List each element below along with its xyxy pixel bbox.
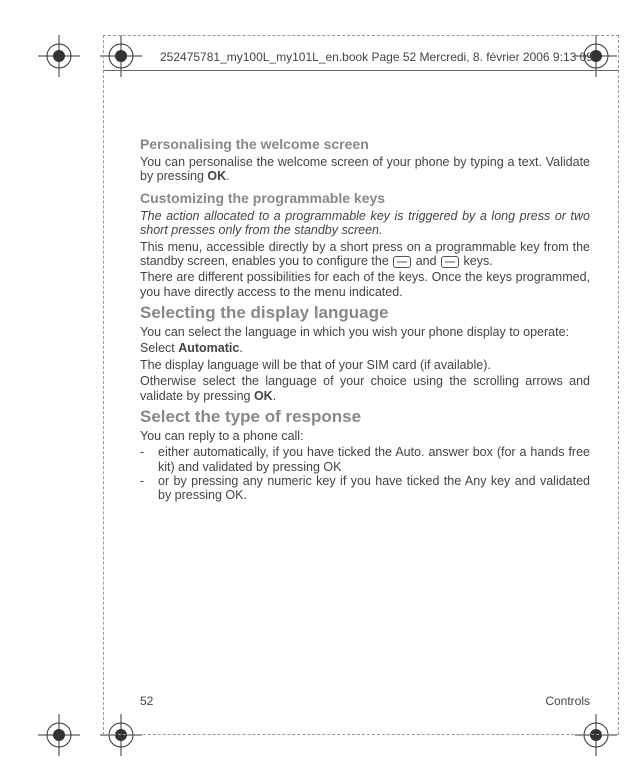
text: . — [239, 341, 242, 355]
ok-label: OK — [225, 488, 243, 502]
text-lang-intro: You can select the language in which you… — [140, 325, 590, 339]
any-key-label: Any key — [465, 474, 510, 488]
crop-mark-bl — [38, 714, 80, 756]
automatic-label: Automatic — [178, 341, 239, 355]
text: or by pressing any numeric key if you ha… — [158, 474, 465, 488]
text-response-intro: You can reply to a phone call: — [140, 429, 590, 443]
ok-label: OK — [254, 389, 273, 403]
text-possibilities: There are different possibilities for ea… — [140, 270, 590, 299]
list-item: - or by pressing any numeric key if you … — [140, 474, 590, 503]
text: The action allocated to a programmable k… — [140, 209, 590, 237]
text-lang-sim: The display language will be that of you… — [140, 358, 590, 372]
text: keys. — [460, 254, 493, 268]
text-lang-otherwise: Otherwise select the language of your ch… — [140, 374, 590, 403]
list-item: - either automatically, if you have tick… — [140, 445, 590, 474]
chapter-name: Controls — [545, 694, 590, 708]
text-programmable: This menu, accessible directly by a shor… — [140, 240, 590, 269]
softkey-icon — [393, 256, 411, 268]
bullet-dash: - — [140, 445, 158, 474]
text: either automatically, if you have ticked… — [158, 445, 395, 459]
heading-personalising: Personalising the welcome screen — [140, 136, 590, 152]
heading-language: Selecting the display language — [140, 303, 590, 323]
text: . — [273, 389, 276, 403]
ok-label: OK — [207, 169, 226, 183]
text: . — [226, 169, 229, 183]
crop-mark-tl — [38, 35, 80, 77]
page-footer: 52 Controls — [140, 694, 590, 708]
bullet-dash: - — [140, 474, 158, 503]
text-italic: The action allocated to a programmable k… — [140, 209, 590, 238]
text: Select — [140, 341, 178, 355]
text-lang-auto: Select Automatic. — [140, 341, 590, 355]
text: Otherwise select the language of your ch… — [140, 374, 590, 402]
text-personalising: You can personalise the welcome screen o… — [140, 155, 590, 184]
page-number: 52 — [140, 694, 153, 708]
text: and — [412, 254, 440, 268]
softkey-icon — [441, 256, 459, 268]
header-rule — [103, 70, 619, 71]
text: . — [243, 488, 246, 502]
header-slug: 252475781_my100L_my101L_en.book Page 52 … — [160, 50, 593, 64]
heading-response: Select the type of response — [140, 407, 590, 427]
text: This menu, accessible directly by a shor… — [140, 240, 590, 268]
auto-answer-label: Auto. answer — [395, 445, 468, 459]
ok-label: OK — [323, 460, 341, 474]
heading-customizing: Customizing the programmable keys — [140, 190, 590, 206]
page-content: Personalising the welcome screen You can… — [140, 130, 590, 503]
